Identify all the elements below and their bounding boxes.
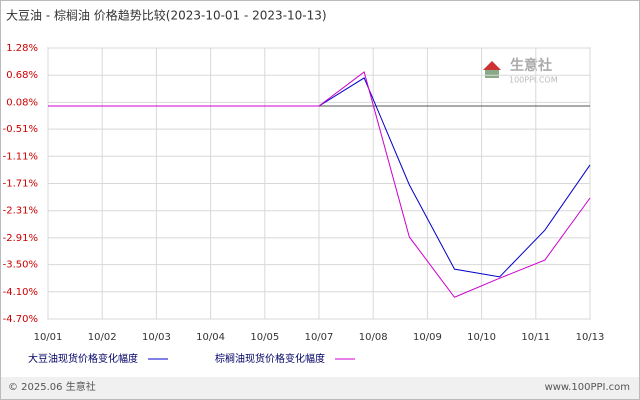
- y-tick-label: -2.31%: [3, 206, 38, 217]
- y-tick-label: 1.28%: [6, 43, 38, 54]
- legend-label: 大豆油现货价格变化幅度: [28, 352, 138, 365]
- x-tick-label: 10/07: [305, 332, 334, 343]
- x-tick-label: 10/04: [196, 332, 225, 343]
- footer-right: www.100PPI.com: [545, 382, 630, 393]
- y-tick-label: -0.51%: [3, 124, 38, 135]
- y-tick-label: 0.68%: [6, 70, 38, 81]
- x-tick-label: 10/09: [413, 332, 442, 343]
- footer-left: © 2025.06 生意社: [8, 380, 96, 393]
- footer-bar: [1, 377, 639, 399]
- x-tick-label: 10/05: [250, 332, 279, 343]
- chart-title: 大豆油 - 棕榈油 价格趋势比较(2023-10-01 - 2023-10-13…: [6, 8, 327, 23]
- x-tick-label: 10/08: [359, 332, 388, 343]
- y-tick-label: 0.08%: [6, 97, 38, 108]
- y-tick-label: -1.71%: [3, 179, 38, 190]
- x-tick-label: 10/03: [142, 332, 171, 343]
- watermark-logo: 生意社 100PPI.COM: [483, 57, 558, 85]
- watermark: 生意社: [510, 57, 552, 74]
- y-tick-label: -2.91%: [3, 233, 38, 244]
- x-tick-label: 10/13: [576, 332, 605, 343]
- watermark-sub: 100PPI.COM: [509, 76, 558, 85]
- y-tick-label: -4.10%: [3, 287, 38, 298]
- x-tick-label: 10/01: [34, 332, 63, 343]
- x-tick-label: 10/02: [88, 332, 117, 343]
- y-tick-label: -1.11%: [3, 151, 38, 162]
- line-series: [48, 71, 591, 298]
- y-tick-label: -4.70%: [3, 314, 38, 325]
- y-tick-label: -3.50%: [3, 260, 38, 271]
- x-tick-label: 10/10: [467, 332, 496, 343]
- legend-label: 棕榈油现货价格变化幅度: [215, 352, 325, 365]
- x-tick-label: 10/11: [521, 332, 550, 343]
